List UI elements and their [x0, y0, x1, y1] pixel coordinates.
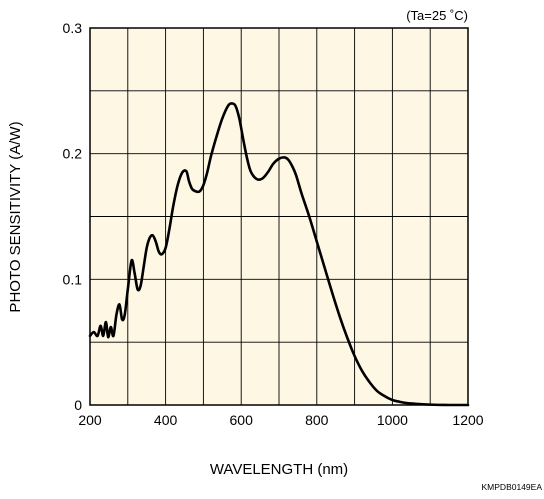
x-axis-label: WAVELENGTH (nm) — [210, 461, 348, 478]
sensitivity-curve — [88, 102, 470, 407]
x-tick-label: 400 — [154, 412, 178, 428]
y-axis-label: PHOTO SENSITIVITY (A/W) — [7, 121, 24, 312]
grid-lines — [90, 28, 468, 405]
x-axis-ticks: 200 400 600 800 1000 1200 — [78, 412, 483, 428]
y-tick-label: 0.3 — [63, 20, 83, 36]
y-tick-label: 0.2 — [63, 146, 83, 162]
condition-note: (Ta=25 ˚C) — [406, 8, 468, 23]
plot-frame — [89, 27, 469, 406]
x-tick-label: 600 — [230, 412, 254, 428]
y-axis-ticks: 0 0.1 0.2 0.3 — [63, 20, 83, 413]
y-tick-label: 0 — [74, 397, 82, 413]
figure-code: KMPDB0149EA — [482, 482, 543, 492]
x-tick-label: 200 — [78, 412, 102, 428]
x-tick-label: 800 — [305, 412, 329, 428]
y-tick-label: 0.1 — [63, 271, 83, 287]
x-tick-label: 1000 — [377, 412, 408, 428]
x-tick-label: 1200 — [452, 412, 483, 428]
